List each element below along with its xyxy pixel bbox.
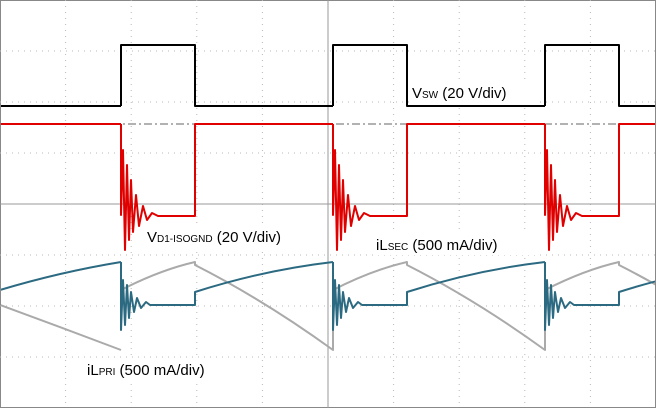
label-part: (500 mA/div) bbox=[120, 362, 205, 379]
label-part: D1-ISOGND bbox=[157, 234, 213, 245]
label-part: SEC bbox=[388, 242, 409, 253]
label-part: V bbox=[412, 85, 422, 102]
vd1-label: VD1-ISOGND (20 V/div) bbox=[147, 229, 281, 246]
label-part: iL bbox=[376, 237, 388, 254]
trace-label: VSW (20 V/div) bbox=[409, 81, 537, 103]
ilsec-label: iLSEC (500 mA/div) bbox=[376, 237, 497, 254]
label-part: iL bbox=[87, 362, 99, 379]
vsw-label: VSW (20 V/div) bbox=[412, 85, 507, 102]
trace-label: iLPRI (500 mA/div) bbox=[84, 358, 232, 380]
label-part: (20 V/div) bbox=[442, 85, 506, 102]
label-part: SW bbox=[422, 90, 439, 101]
label-part: PRI bbox=[99, 367, 116, 378]
label-part: (500 mA/div) bbox=[412, 237, 497, 254]
ilpri-label: iLPRI (500 mA/div) bbox=[87, 362, 205, 379]
trace-label: iLSEC (500 mA/div) bbox=[373, 233, 539, 255]
waveforms bbox=[1, 44, 655, 351]
label-part: (20 V/div) bbox=[217, 229, 281, 246]
label-part: V bbox=[147, 229, 157, 246]
trace-label: VD1-ISOGND (20 V/div) bbox=[144, 225, 326, 247]
